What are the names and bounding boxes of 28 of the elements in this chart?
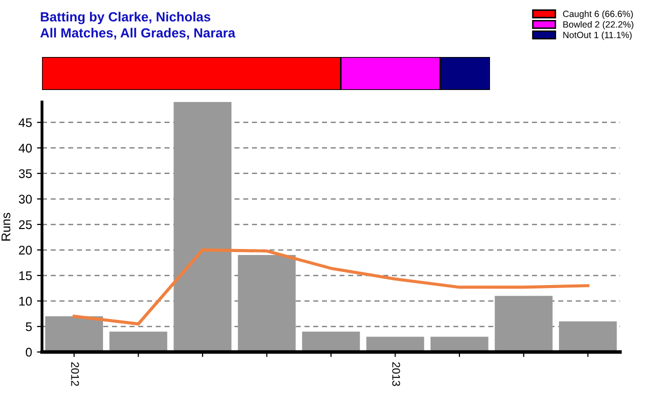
legend-label: Caught 6 (66.6%) xyxy=(563,10,633,19)
x-tick-label: 2013 xyxy=(392,362,400,386)
y-tick-label: 25 xyxy=(19,220,32,230)
bar xyxy=(430,336,488,352)
y-tick-label: 45 xyxy=(18,118,32,128)
y-axis-title: Runs xyxy=(2,212,10,241)
line-series xyxy=(72,248,590,326)
legend-label: NotOut 1 (11.1%) xyxy=(563,32,632,40)
y-tick-label: 30 xyxy=(18,194,32,204)
chart-title: Batting by Clarke, Nicholas xyxy=(40,12,210,24)
y-tick-label: 20 xyxy=(19,246,32,255)
bar xyxy=(558,321,617,352)
y-tick-label: 0 xyxy=(26,348,32,357)
bar xyxy=(366,336,424,352)
bar xyxy=(174,102,232,352)
bar xyxy=(302,332,360,352)
bar xyxy=(109,332,168,352)
bar xyxy=(494,296,553,352)
chart-subtitle: All Matches, All Grades, Narara xyxy=(40,28,236,40)
legend-label: Bowled 2 (22.2%) xyxy=(563,20,634,30)
y-tick-label: 5 xyxy=(26,322,32,332)
y-tick-label: 15 xyxy=(19,271,32,280)
bar xyxy=(238,255,296,352)
x-tick-label: 2012 xyxy=(71,362,79,386)
bar xyxy=(45,316,104,352)
y-tick-label: 10 xyxy=(19,296,32,306)
y-tick-label: 40 xyxy=(18,144,32,153)
y-tick-label: 35 xyxy=(18,169,32,178)
